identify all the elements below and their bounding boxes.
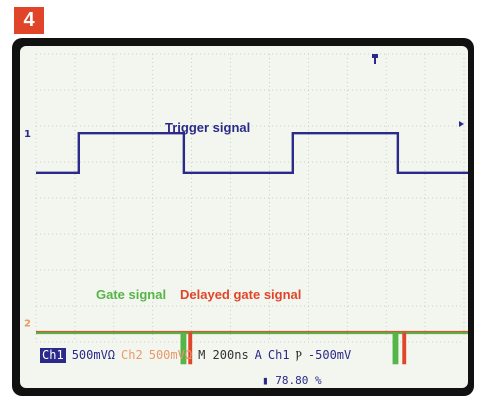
trigger-signal-trace xyxy=(36,131,468,175)
scope-readout: Ch1 500mVΩ Ch2 500mVΩ M 200ns A Ch1 Ⲣ -5… xyxy=(40,348,357,363)
delayed-gate-signal-pulse xyxy=(188,332,193,365)
timebase: M 200ns xyxy=(198,348,249,362)
ch1-label: Ch1 xyxy=(40,348,66,363)
gate-signal-pulse xyxy=(180,332,187,365)
trigger-position-value: 78.80 % xyxy=(275,374,322,387)
ch1-scale: 500mVΩ xyxy=(71,348,116,362)
trigger-source: Ch1 xyxy=(267,348,290,362)
figure-number-badge: 4 xyxy=(14,7,44,34)
ch2-scale: 500mVΩ xyxy=(148,348,193,362)
trigger-signal-label: Trigger signal xyxy=(165,120,251,135)
delayed-gate-signal-label: Delayed gate signal xyxy=(180,287,302,302)
delayed-gate-signal-pulse xyxy=(402,332,407,365)
trigger-position-icon: ▮ xyxy=(262,374,269,387)
gate-signal-label: Gate signal xyxy=(96,287,167,302)
ch2-label: Ch2 xyxy=(121,348,143,362)
trigger-slope-icon: Ⲣ xyxy=(295,348,302,362)
waveform-plot: 12 xyxy=(24,53,468,365)
trigger-position-readout: ▮ 78.80 % xyxy=(262,374,322,387)
ch2-marker: 2 xyxy=(24,319,31,330)
trigger-level: -500mV xyxy=(307,348,352,362)
ch1-marker: 1 xyxy=(24,129,31,140)
gate-signal-pulse xyxy=(392,332,399,365)
trigger-level-icon xyxy=(459,121,464,127)
trigger-position-icon xyxy=(372,54,378,64)
trigger-mode: A xyxy=(254,348,262,362)
